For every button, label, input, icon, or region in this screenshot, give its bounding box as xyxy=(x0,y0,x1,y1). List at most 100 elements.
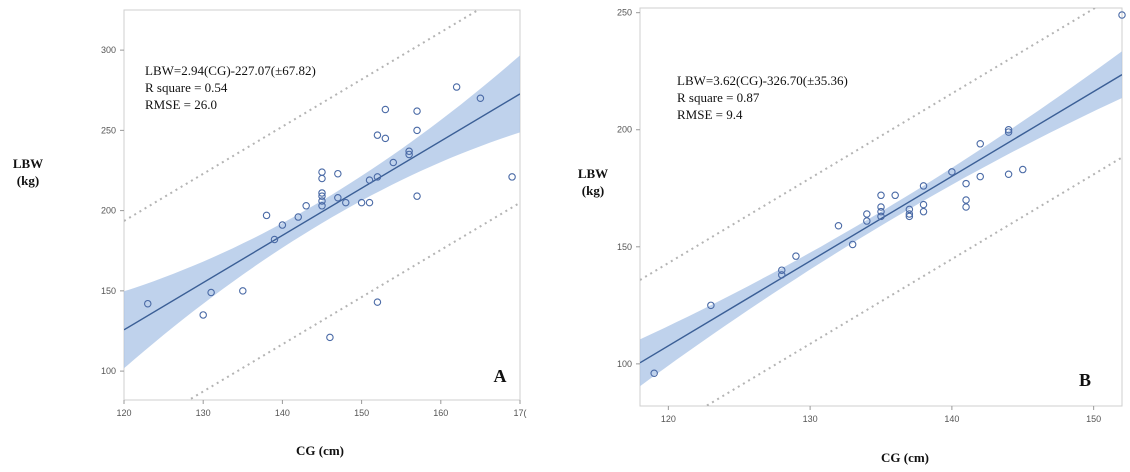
data-point xyxy=(342,198,350,207)
y-tick-label: 250 xyxy=(617,8,632,18)
data-point xyxy=(476,94,485,103)
regression-annotation: R square = 0.87 xyxy=(677,90,760,105)
x-tick-label: 130 xyxy=(196,408,211,418)
data-point xyxy=(381,134,390,143)
y-tick-label: 100 xyxy=(617,359,632,369)
x-tick-label: 140 xyxy=(275,408,290,418)
data-point xyxy=(365,176,374,184)
data-point xyxy=(650,369,658,377)
y-tick-label: 250 xyxy=(101,125,116,135)
data-point xyxy=(373,173,382,181)
plot-area xyxy=(124,10,520,400)
data-point xyxy=(877,212,885,221)
panel-label: A xyxy=(494,366,507,386)
x-tick-label: 160 xyxy=(433,408,448,418)
data-point xyxy=(405,147,413,155)
data-point xyxy=(262,211,271,220)
prediction-lower-line xyxy=(186,201,520,400)
data-point xyxy=(863,217,871,225)
data-point xyxy=(326,333,334,342)
data-point xyxy=(905,205,914,214)
data-point xyxy=(1118,11,1126,19)
regression-annotation: R square = 0.54 xyxy=(145,80,228,95)
data-point xyxy=(207,288,215,297)
data-point xyxy=(278,221,287,229)
x-tick-label: 120 xyxy=(116,408,131,418)
data-point xyxy=(919,207,928,216)
x-tick-label: 140 xyxy=(944,414,959,424)
data-point xyxy=(919,182,928,190)
data-point xyxy=(318,168,326,176)
data-point xyxy=(948,168,956,176)
x-axis-label: CG (cm) xyxy=(881,450,929,465)
data-point xyxy=(381,105,390,114)
data-point xyxy=(389,158,398,167)
data-point xyxy=(405,150,413,159)
data-point xyxy=(318,189,326,197)
data-point xyxy=(373,298,382,306)
data-point xyxy=(891,191,899,200)
plot-frame xyxy=(123,9,521,401)
data-point xyxy=(778,266,786,274)
data-point xyxy=(413,107,421,115)
plot-area xyxy=(640,8,1122,406)
data-point xyxy=(877,207,885,216)
data-point xyxy=(318,192,326,200)
data-point xyxy=(707,301,715,310)
data-point xyxy=(863,210,871,218)
regression-annotation: LBW=2.94(CG)-227.07(±67.82) xyxy=(145,63,316,78)
y-axis-label: LBW xyxy=(13,156,43,171)
data-point xyxy=(778,271,786,279)
y-axis-label: LBW xyxy=(578,166,608,181)
y-tick-label: 100 xyxy=(101,366,116,376)
prediction-lower-line xyxy=(704,156,1122,406)
data-point xyxy=(318,174,326,183)
chart-b: 120 130 140 150 100 150 200 250 CG (cm) LBW (kg) LB… xyxy=(578,7,1126,465)
data-point xyxy=(365,198,374,207)
data-point xyxy=(792,252,800,260)
regression-annotation: RMSE = 9.4 xyxy=(677,107,743,122)
data-point xyxy=(877,191,885,200)
data-point xyxy=(962,179,970,188)
x-tick-label: 130 xyxy=(803,414,818,424)
data-point xyxy=(976,140,984,148)
data-point xyxy=(962,196,970,204)
data-point xyxy=(373,131,382,139)
panel-label: B xyxy=(1079,370,1091,390)
data-point xyxy=(1004,128,1013,136)
data-point xyxy=(357,198,366,207)
regression-line xyxy=(124,93,520,331)
data-point xyxy=(413,192,421,200)
data-point xyxy=(239,287,247,295)
data-point xyxy=(144,299,152,308)
x-tick-label: 150 xyxy=(354,408,369,418)
prediction-upper-line xyxy=(124,10,481,222)
plot-frame xyxy=(639,7,1123,407)
data-point xyxy=(334,194,342,202)
prediction-upper-line xyxy=(640,8,1097,281)
data-point xyxy=(834,221,843,230)
y-axis-label: (kg) xyxy=(17,173,39,188)
y-tick-label: 150 xyxy=(101,286,116,296)
y-tick-label: 300 xyxy=(101,45,116,55)
data-point xyxy=(1004,125,1013,134)
data-point xyxy=(962,203,970,211)
data-point xyxy=(848,240,857,249)
data-point xyxy=(302,202,310,210)
y-tick-label: 200 xyxy=(101,206,116,216)
y-axis-label: (kg) xyxy=(582,183,604,198)
data-point xyxy=(905,212,914,221)
data-point xyxy=(905,210,914,218)
x-tick-label: 150 xyxy=(1086,414,1101,424)
data-point xyxy=(1019,165,1027,174)
data-point xyxy=(318,202,326,210)
regression-line xyxy=(640,74,1122,364)
x-axis-label: CG (cm) xyxy=(296,443,344,458)
data-point xyxy=(877,203,885,211)
regression-annotation: LBW=3.62(CG)-326.70(±35.36) xyxy=(677,73,848,88)
data-point xyxy=(508,173,516,181)
data-point xyxy=(294,213,302,221)
data-point xyxy=(199,311,207,319)
data-point xyxy=(318,197,326,205)
